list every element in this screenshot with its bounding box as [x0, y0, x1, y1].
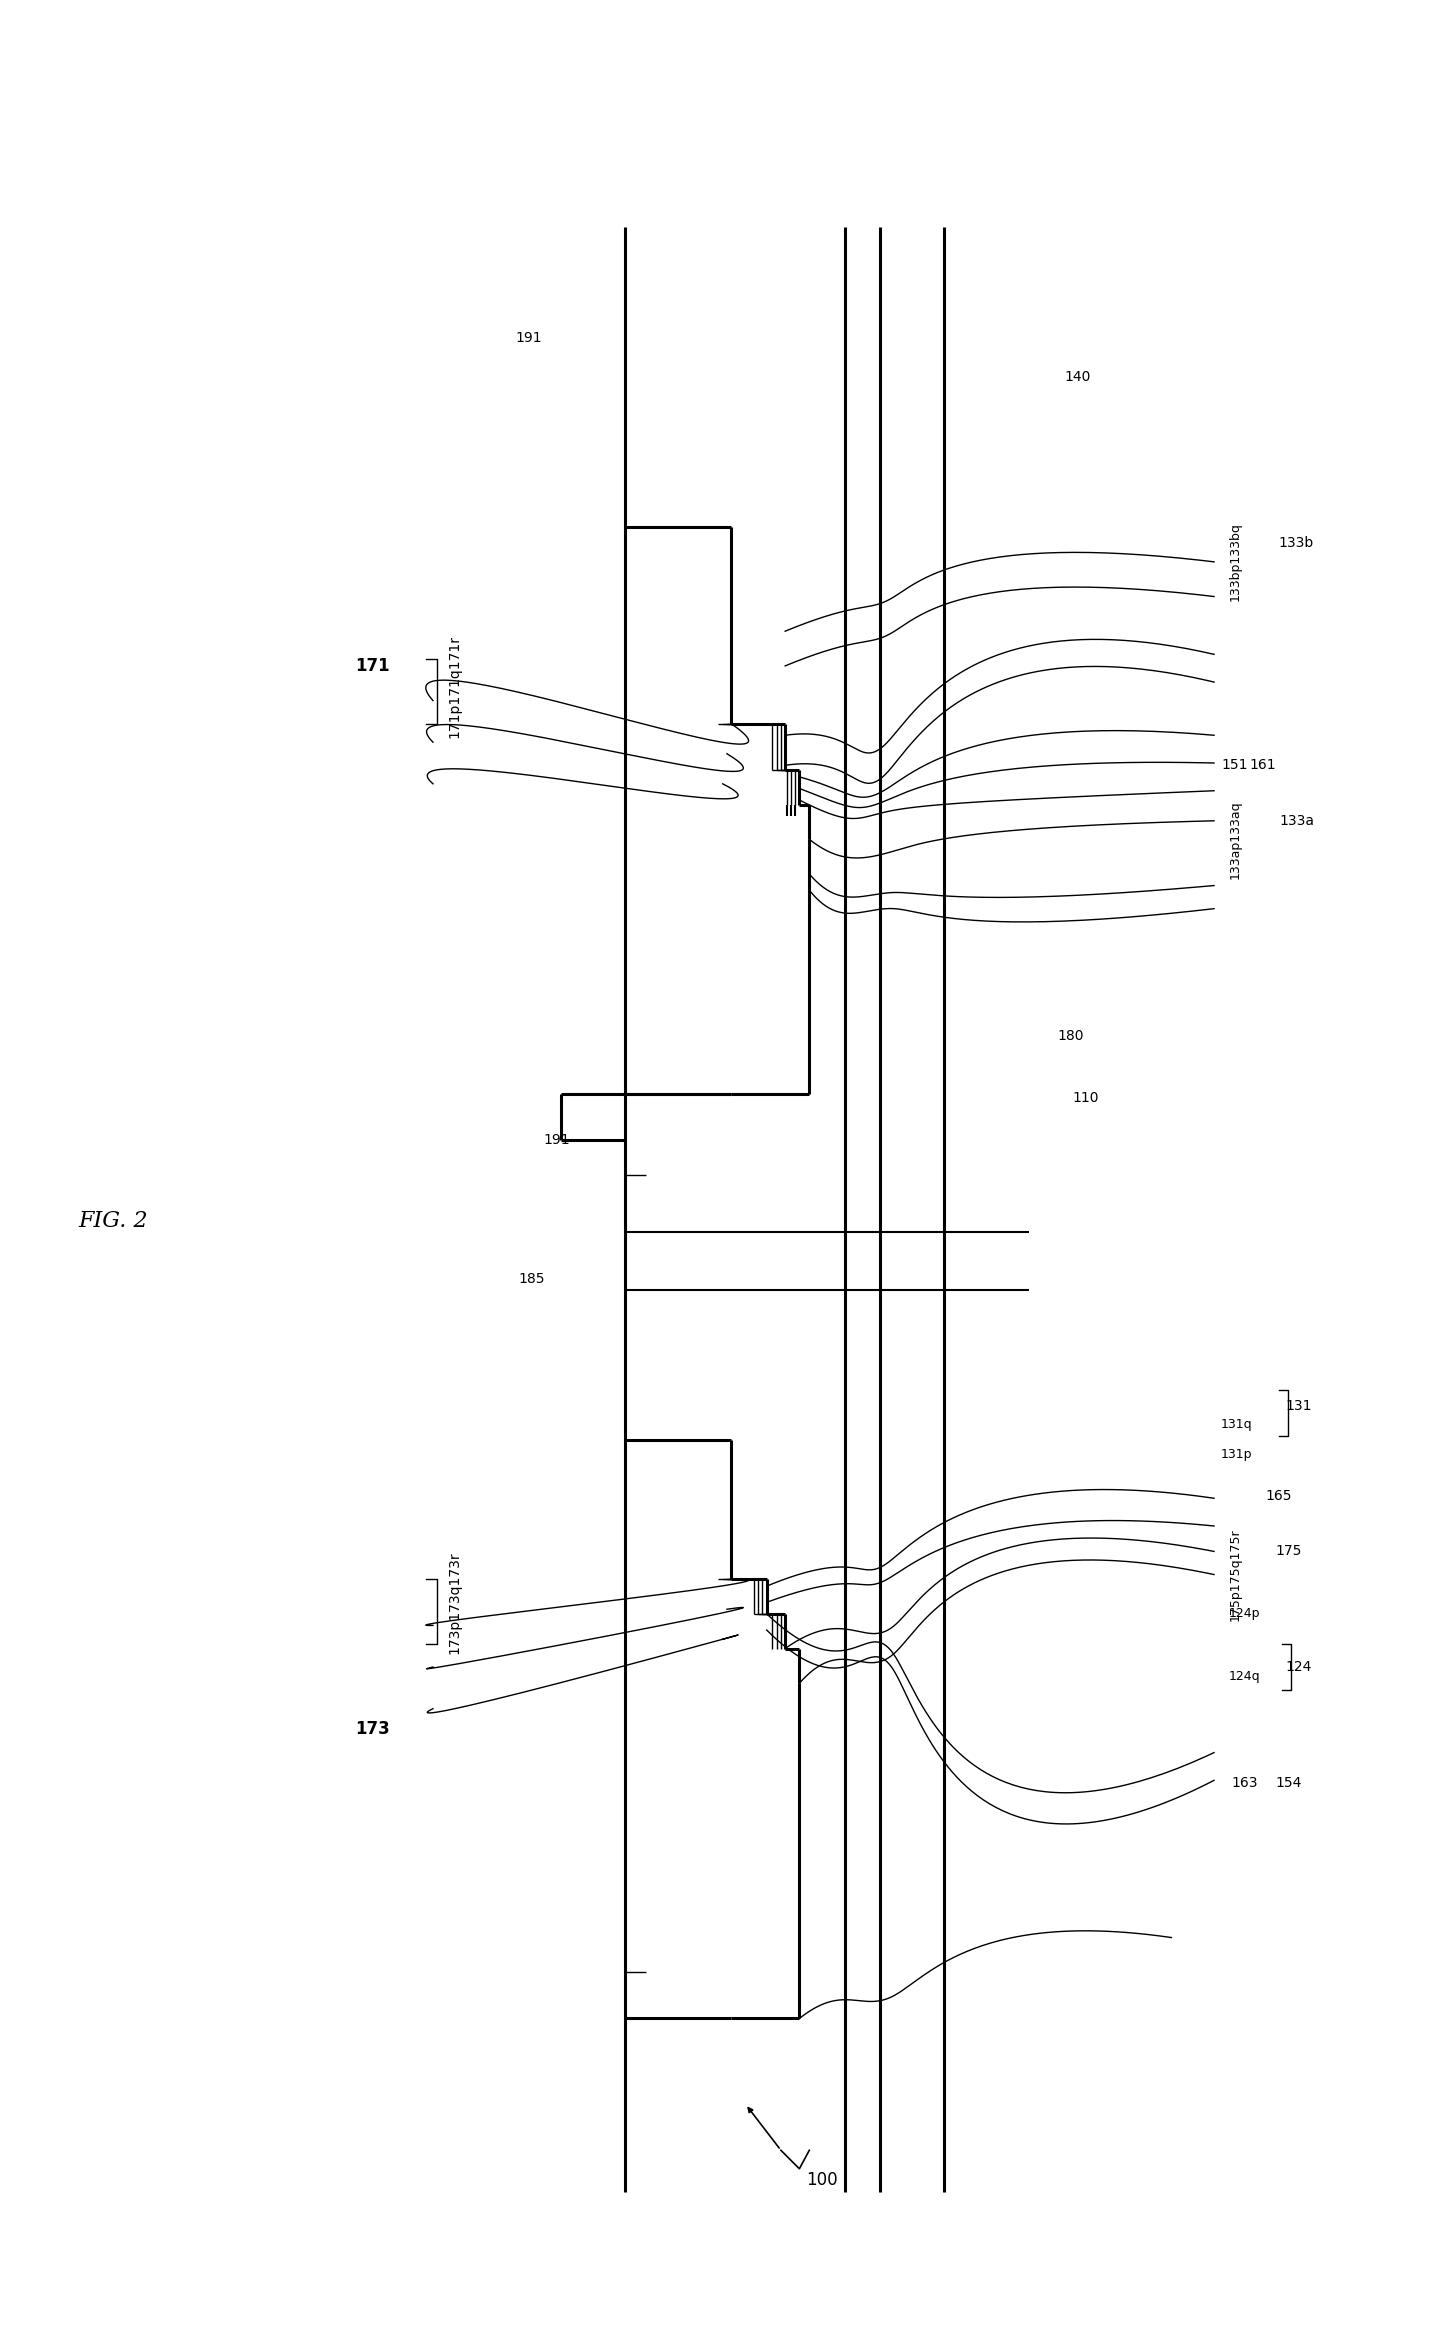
- Text: 131p: 131p: [1222, 1447, 1253, 1461]
- Text: 110: 110: [1073, 1091, 1098, 1105]
- Text: 133ap133aq: 133ap133aq: [1229, 800, 1242, 879]
- Text: 175: 175: [1275, 1544, 1302, 1558]
- Text: 173: 173: [354, 1721, 390, 1738]
- Text: 191: 191: [515, 330, 542, 344]
- Text: 124p: 124p: [1229, 1607, 1259, 1621]
- Text: 163: 163: [1230, 1775, 1258, 1789]
- Text: 133b: 133b: [1278, 537, 1314, 551]
- Text: 140: 140: [1065, 370, 1091, 384]
- Text: 175p175q175r: 175p175q175r: [1229, 1528, 1242, 1621]
- Text: 133bp133bq: 133bp133bq: [1229, 523, 1242, 602]
- Text: 173p173q173r: 173p173q173r: [447, 1551, 462, 1654]
- Text: 124q: 124q: [1229, 1670, 1260, 1682]
- Text: 131q: 131q: [1222, 1419, 1253, 1430]
- Text: 165: 165: [1265, 1489, 1292, 1503]
- Text: 171p171q171r: 171p171q171r: [447, 635, 462, 737]
- Text: 180: 180: [1058, 1028, 1084, 1042]
- Text: 124: 124: [1285, 1661, 1312, 1675]
- Text: 191: 191: [543, 1133, 571, 1147]
- Text: 185: 185: [518, 1272, 545, 1286]
- Text: 161: 161: [1249, 758, 1276, 772]
- Text: FIG. 2: FIG. 2: [77, 1210, 148, 1233]
- Text: 154: 154: [1275, 1775, 1302, 1789]
- Text: 131: 131: [1285, 1398, 1312, 1412]
- Text: 171: 171: [354, 656, 390, 675]
- Text: 151: 151: [1222, 758, 1248, 772]
- Text: 133a: 133a: [1279, 814, 1315, 828]
- Text: 100: 100: [806, 2172, 837, 2189]
